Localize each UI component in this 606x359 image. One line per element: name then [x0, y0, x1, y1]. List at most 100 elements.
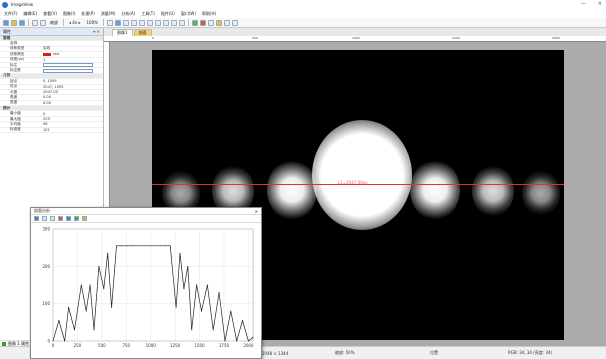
- menu-window[interactable]: 窗口(W): [180, 10, 196, 16]
- tab-image[interactable]: 图像1: [112, 29, 133, 36]
- angle-tool-icon[interactable]: [170, 19, 177, 26]
- property-row[interactable]: 线条颜色 red: [0, 51, 103, 58]
- menu-view[interactable]: 查看(V): [43, 10, 57, 16]
- pointer-icon[interactable]: [114, 19, 121, 26]
- property-value[interactable]: red: [40, 52, 103, 56]
- tab-profile[interactable]: 剖面: [133, 29, 152, 36]
- color-swatch[interactable]: [43, 52, 51, 57]
- zoom-out-icon[interactable]: [50, 216, 55, 221]
- export-icon[interactable]: [74, 216, 79, 221]
- property-key: 线条颜色: [10, 51, 25, 56]
- x-tick-label: 750: [122, 343, 130, 348]
- menu-tools[interactable]: 工具(T): [141, 10, 155, 16]
- profile-window-titlebar[interactable]: 剖面分析 ✕: [31, 208, 261, 215]
- open-icon[interactable]: [11, 19, 17, 26]
- property-key: 最大值: [10, 116, 21, 121]
- measure-label: L1=2047.00px: [338, 180, 368, 185]
- property-value[interactable]: 0, 1095: [43, 79, 57, 84]
- property-key: 统计: [3, 105, 11, 110]
- menu-file[interactable]: 文件(F): [4, 10, 18, 16]
- polygon-tool-icon[interactable]: [162, 19, 169, 26]
- menu-analyze[interactable]: 分析(A): [121, 10, 136, 16]
- property-row[interactable]: 最小值 0: [0, 111, 103, 117]
- rect-tool-icon[interactable]: [146, 19, 153, 26]
- settings-icon[interactable]: [82, 216, 87, 221]
- property-value[interactable]: 1: [43, 57, 46, 62]
- property-key: 终点: [10, 84, 18, 89]
- minimize-button[interactable]: —: [580, 1, 586, 7]
- property-input[interactable]: [43, 68, 93, 73]
- pointer-icon[interactable]: [34, 216, 39, 221]
- property-row[interactable]: 平均值 98: [0, 122, 103, 128]
- save-icon[interactable]: [66, 216, 71, 221]
- property-row[interactable]: 线条类型 实线: [0, 46, 103, 53]
- property-row[interactable]: 长度 2047.00: [0, 90, 103, 96]
- property-value[interactable]: [40, 68, 103, 73]
- crop-icon[interactable]: [231, 19, 238, 26]
- property-row[interactable]: 最大值 255: [0, 116, 103, 123]
- menu-process[interactable]: 处理(P): [81, 10, 95, 16]
- profile-toolbar: [31, 215, 261, 223]
- circle-tool-icon[interactable]: [154, 19, 161, 26]
- toolbar-divider: [63, 19, 64, 26]
- measure-line[interactable]: [152, 184, 564, 185]
- ruler-tick: 1500: [452, 36, 460, 40]
- property-value[interactable]: 2047.00: [43, 90, 58, 95]
- menu-image[interactable]: 图像(I): [62, 10, 76, 16]
- settings-icon[interactable]: [215, 19, 222, 26]
- close-icon[interactable]: ✕: [254, 208, 258, 214]
- property-value[interactable]: 101: [43, 127, 50, 132]
- zoom-value[interactable]: 100%: [86, 20, 98, 25]
- property-key: 起点: [10, 78, 18, 83]
- save-icon[interactable]: [19, 19, 25, 26]
- property-row[interactable]: 标注: [0, 63, 103, 69]
- ruler-tick: 2000: [552, 36, 560, 40]
- property-row[interactable]: 标准差 101: [0, 127, 103, 134]
- new-icon[interactable]: [3, 19, 9, 26]
- property-value[interactable]: 98: [43, 122, 48, 127]
- paste-icon[interactable]: [40, 19, 46, 26]
- arrow-tool-icon[interactable]: [138, 19, 145, 26]
- menu-edit[interactable]: 编辑(E): [23, 10, 38, 16]
- property-row[interactable]: 名称: [0, 41, 103, 47]
- histogram-icon[interactable]: [191, 19, 198, 26]
- property-row[interactable]: 标注框: [0, 68, 103, 74]
- measure-icon[interactable]: [207, 19, 214, 26]
- x-tick-label: 1250: [170, 343, 181, 348]
- data-point: [130, 245, 132, 247]
- zoom-stepper[interactable]: ◂ 4x ▸: [69, 20, 81, 25]
- data-point: [80, 284, 82, 286]
- property-key: 线条类型: [10, 46, 25, 51]
- profile-icon[interactable]: [199, 19, 206, 26]
- panel-status-text: 图像 1 属性: [8, 340, 30, 346]
- profile-plot[interactable]: 300 200 100 0 0 250 500 750 1000 1250 1500 1750 2000: [31, 223, 261, 358]
- text-tool-icon[interactable]: [178, 19, 185, 26]
- property-value[interactable]: 0.00: [43, 95, 52, 100]
- property-value[interactable]: 0: [43, 111, 46, 116]
- copy-icon[interactable]: [32, 19, 38, 26]
- polyline-tool-icon[interactable]: [130, 19, 137, 26]
- zoom-in-icon[interactable]: [42, 216, 47, 221]
- x-tick-label: 0: [52, 343, 55, 348]
- menu-plugins[interactable]: 插件(U): [160, 10, 175, 16]
- property-value[interactable]: 255: [43, 117, 50, 122]
- hand-icon[interactable]: [106, 19, 113, 26]
- record-icon[interactable]: [58, 216, 63, 221]
- property-row[interactable]: 终点 2047, 1095: [0, 84, 103, 90]
- menu-measure[interactable]: 测量(M): [100, 10, 116, 16]
- menu-help[interactable]: 帮助(H): [201, 10, 217, 16]
- property-row[interactable]: 角度 0.00: [0, 95, 103, 101]
- property-value[interactable]: 2047, 1095: [43, 84, 64, 89]
- property-value[interactable]: 实线: [43, 46, 51, 51]
- grid-icon[interactable]: [223, 19, 230, 26]
- property-row[interactable]: 宽度 0.00: [0, 100, 103, 107]
- property-value[interactable]: 0.00: [43, 100, 52, 105]
- pin-icon[interactable]: ▾ ✕: [93, 29, 100, 34]
- data-point: [224, 340, 226, 342]
- property-value[interactable]: [40, 63, 103, 68]
- property-row[interactable]: 线宽(px) 1: [0, 57, 103, 63]
- line-tool-icon[interactable]: [122, 19, 129, 26]
- property-row[interactable]: 起点 0, 1095: [0, 78, 103, 85]
- property-input[interactable]: [43, 63, 93, 68]
- close-button[interactable]: ×: [597, 1, 602, 7]
